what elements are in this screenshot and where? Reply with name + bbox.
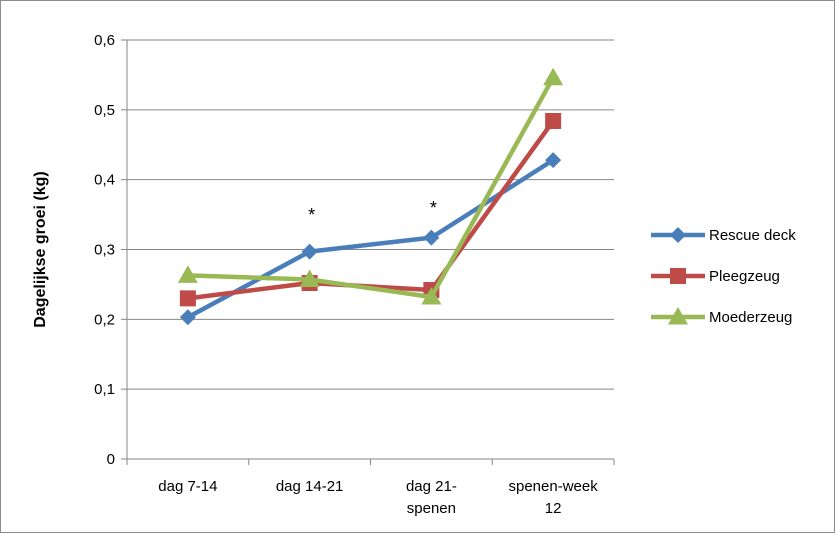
y-tick-label: 0,6 <box>94 32 115 49</box>
data-point-rescue-deck <box>179 309 196 326</box>
y-tick-label: 0 <box>107 451 115 468</box>
y-axis-label: Dagelijkse groei (kg) <box>32 171 49 328</box>
legend-label-moederzeug: Moederzeug <box>709 309 792 326</box>
data-point-rescue-deck <box>545 152 562 169</box>
legend-label-rescue-deck: Rescue deck <box>709 227 796 244</box>
data-point-moederzeug <box>421 286 442 305</box>
data-point-moederzeug <box>177 265 198 283</box>
x-tick-label: dag 14-21 <box>276 478 344 495</box>
legend-label-pleegzeug: Pleegzeug <box>709 268 780 285</box>
series-line-moederzeug <box>187 76 556 300</box>
series-line-pleegzeug <box>187 119 555 301</box>
x-tick-label: spenen <box>407 500 456 517</box>
data-point-moederzeug <box>543 67 564 86</box>
legend-marker-rescue-deck <box>670 227 686 243</box>
series-line-rescue-deck <box>186 158 555 320</box>
x-tick-label: 12 <box>545 500 562 517</box>
y-tick-label: 0,2 <box>94 311 115 328</box>
x-tick-label: dag 21- <box>406 478 457 495</box>
y-tick-label: 0,3 <box>94 242 115 259</box>
legend-marker-pleegzeug <box>670 268 686 284</box>
y-tick-label: 0,4 <box>94 172 115 189</box>
data-point-pleegzeug <box>545 113 562 130</box>
data-point-moederzeug <box>299 269 320 288</box>
x-tick-label: dag 7-14 <box>158 478 217 495</box>
significance-marker: * <box>430 198 437 218</box>
y-tick-label: 0,1 <box>94 381 115 398</box>
data-point-pleegzeug <box>179 290 196 307</box>
legend-marker-moederzeug <box>668 307 688 325</box>
significance-marker: * <box>308 205 315 225</box>
y-tick-label: 0,5 <box>94 102 115 119</box>
data-point-rescue-deck <box>423 229 440 246</box>
data-point-rescue-deck <box>301 243 318 260</box>
x-tick-label: spenen-week <box>509 478 599 495</box>
